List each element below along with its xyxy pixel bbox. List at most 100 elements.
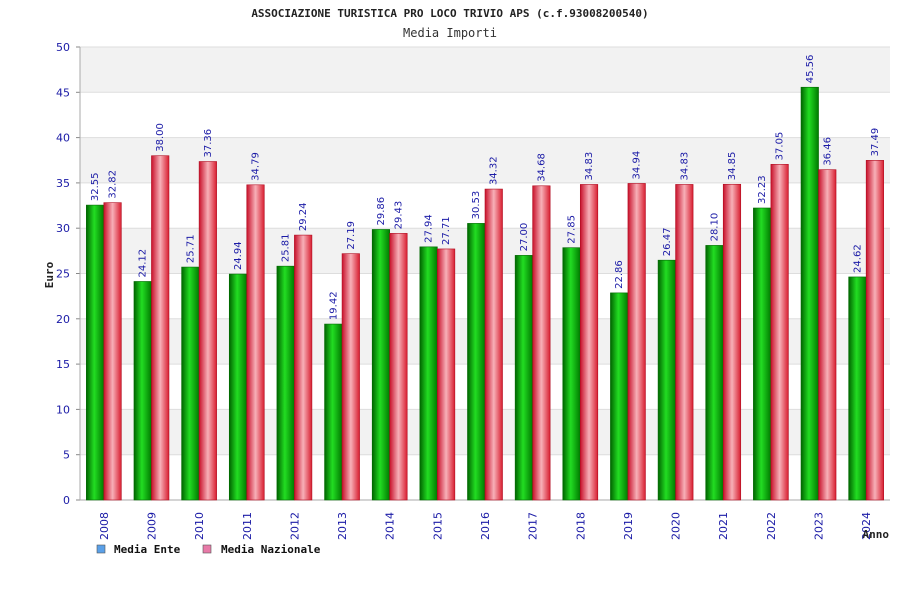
value-label: 34.79	[251, 152, 262, 181]
bar-media-ente-2023	[800, 86, 819, 501]
bar-media-ente-2008	[86, 204, 105, 501]
bar-media-nazionale-2016	[484, 188, 503, 501]
bars	[86, 86, 884, 501]
y-axis-label: Euro	[43, 261, 56, 288]
x-tick-label: 2021	[717, 512, 730, 540]
bar-media-nazionale-2014	[389, 233, 408, 501]
y-tick-label: 35	[56, 177, 70, 190]
x-tick-label: 2018	[574, 512, 587, 540]
bar-media-ente-2014	[371, 229, 391, 501]
bar-media-nazionale-2015	[437, 248, 456, 501]
bar-media-nazionale-2012	[294, 234, 313, 501]
chart-title: ASSOCIAZIONE TURISTICA PRO LOCO TRIVIO A…	[251, 7, 648, 20]
bar-media-ente-2020	[657, 259, 676, 501]
bar-media-nazionale-2024	[865, 160, 884, 501]
value-label: 28.10	[709, 213, 720, 242]
bar-media-nazionale-2019	[627, 183, 646, 501]
value-label: 37.05	[775, 132, 786, 161]
value-labels: 32.55 32.82 24.12 38.00 25.71 37.36 24.94 34.79…	[90, 55, 881, 320]
value-label: 19.42	[328, 291, 339, 320]
value-label: 34.83	[584, 152, 595, 181]
bar-media-nazionale-2020	[675, 184, 694, 501]
value-label: 34.83	[679, 152, 690, 181]
value-label: 24.94	[233, 241, 244, 270]
value-label: 32.23	[757, 175, 768, 204]
x-tick-label: 2008	[98, 512, 111, 540]
value-label: 25.81	[281, 234, 292, 263]
value-label: 32.55	[90, 172, 101, 201]
value-label: 24.12	[138, 249, 149, 278]
x-tick-label: 2016	[479, 512, 492, 540]
value-label: 45.56	[805, 55, 816, 84]
value-label: 27.85	[567, 215, 578, 244]
legend-label-media-nazionale: Media Nazionale	[221, 543, 321, 556]
y-tick-label: 15	[56, 358, 70, 371]
x-tick-label: 2023	[813, 512, 826, 540]
value-label: 27.00	[519, 223, 530, 252]
x-axis-label: Anno	[863, 528, 890, 541]
y-tick-label: 25	[56, 268, 70, 281]
bar-media-nazionale-2018	[579, 184, 599, 501]
x-tick-label: 2010	[193, 512, 206, 540]
value-label: 25.71	[185, 234, 196, 263]
bar-media-nazionale-2008	[103, 202, 122, 501]
x-tick-label: 2019	[622, 512, 635, 540]
value-label: 29.24	[298, 202, 309, 231]
bar-media-ente-2009	[133, 281, 152, 501]
value-label: 37.49	[870, 128, 881, 157]
value-label: 27.94	[424, 214, 435, 243]
value-label: 38.00	[155, 123, 166, 152]
y-tick-label: 20	[56, 313, 70, 326]
value-label: 34.85	[727, 152, 738, 181]
value-label: 32.82	[108, 170, 119, 199]
value-label: 27.19	[346, 221, 357, 250]
bar-media-ente-2017	[514, 255, 533, 501]
value-label: 22.86	[614, 260, 625, 289]
value-label: 29.43	[393, 201, 404, 230]
value-label: 34.32	[489, 156, 500, 185]
value-label: 34.68	[536, 153, 547, 182]
legend-swatch-media-ente	[96, 544, 106, 554]
value-label: 29.86	[376, 197, 387, 226]
x-tick-label: 2017	[527, 512, 540, 540]
bar-media-ente-2019	[610, 292, 629, 501]
bar-media-ente-2013	[324, 323, 343, 501]
value-label: 36.46	[822, 137, 833, 166]
x-tick-label: 2012	[288, 512, 301, 540]
value-label: 24.62	[852, 244, 863, 273]
bar-media-nazionale-2010	[198, 161, 217, 501]
bar-media-ente-2015	[419, 246, 438, 501]
y-axis-ticks: 0 5 10 15 20 25 30 35 40 45 50	[56, 41, 70, 507]
bar-media-nazionale-2022	[770, 164, 789, 501]
y-tick-label: 5	[63, 449, 70, 462]
bar-media-nazionale-2011	[246, 184, 265, 501]
x-tick-label: 2020	[670, 512, 683, 540]
value-label: 27.71	[441, 216, 452, 245]
value-label: 26.47	[662, 228, 673, 257]
bar-media-nazionale-2013	[341, 253, 360, 501]
bar-media-nazionale-2017	[532, 185, 551, 501]
bar-media-ente-2024	[848, 276, 867, 501]
bar-media-nazionale-2023	[818, 169, 837, 501]
y-tick-label: 30	[56, 222, 70, 235]
y-tick-label: 0	[63, 494, 70, 507]
x-tick-label: 2011	[241, 512, 254, 540]
bar-media-nazionale-2009	[151, 155, 170, 501]
bar-media-nazionale-2021	[722, 183, 742, 501]
y-tick-label: 50	[56, 41, 70, 54]
legend-swatch-media-nazionale	[202, 544, 212, 554]
bar-media-ente-2011	[228, 273, 248, 501]
bar-media-ente-2018	[562, 247, 581, 501]
bar-media-ente-2012	[276, 265, 295, 501]
bar-media-ente-2022	[753, 207, 772, 501]
legend-label-media-ente: Media Ente	[114, 543, 181, 556]
x-tick-label: 2015	[431, 512, 444, 540]
grid-band	[80, 47, 890, 93]
value-label: 37.36	[203, 129, 214, 158]
y-tick-label: 45	[56, 86, 70, 99]
bar-media-ente-2021	[705, 245, 724, 501]
x-tick-label: 2024	[860, 512, 873, 540]
x-tick-label: 2013	[336, 512, 349, 540]
x-axis-ticks: 2008 2009 2010 2011 2012 2013 2014 2015 2016 2017…	[98, 512, 873, 540]
